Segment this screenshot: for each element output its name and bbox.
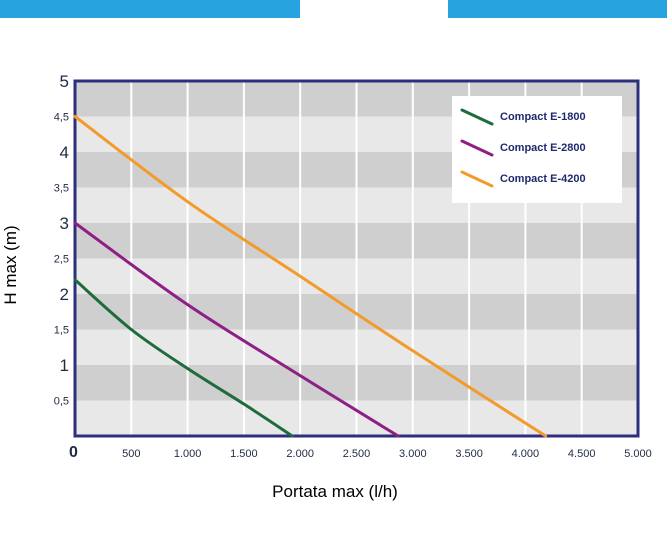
- legend-label: Compact E-1800: [500, 111, 586, 123]
- y-tick-label: 3,5: [54, 183, 69, 195]
- y-tick-label: 4: [60, 143, 69, 162]
- x-axis-title: Portata max (l/h): [272, 482, 398, 501]
- top-banner-tab: [300, 0, 448, 18]
- series-line-compact-e-4200: [73, 115, 548, 438]
- y-tick-label: 2: [60, 285, 69, 304]
- plot-frame: [73, 79, 640, 438]
- x-tick-label: 4.000: [512, 448, 540, 460]
- x-tick-label: 4.500: [568, 448, 596, 460]
- x-tick-label: 2.000: [286, 448, 314, 460]
- legend-swatch: [460, 108, 494, 126]
- x-tick-label: 1.500: [230, 448, 258, 460]
- x-tick-label: 2.500: [343, 448, 371, 460]
- x-tick-label: 3.000: [399, 448, 427, 460]
- legend-swatch: [460, 139, 494, 157]
- x-tick-label: 3.500: [455, 448, 483, 460]
- series-lines: [73, 115, 548, 438]
- legend: Compact E-1800 Compact E-2800 Compact E-42…: [452, 96, 622, 203]
- y-axis-title: H max (m): [1, 225, 20, 304]
- y-tick-labels: 0,5 1 1,5 2 2,5 3 3,5 4 4,5 5: [54, 72, 69, 408]
- top-banner: [0, 0, 667, 18]
- x-tick-label: 5.000: [624, 448, 652, 460]
- series-line-compact-e-1800: [73, 278, 294, 438]
- y-tick-label: 3: [60, 214, 69, 233]
- x-tick-label: 0: [69, 444, 78, 461]
- y-tick-label: 1: [60, 356, 69, 375]
- legend-label: Compact E-4200: [500, 173, 586, 185]
- legend-label: Compact E-2800: [500, 142, 586, 154]
- y-tick-label: 0,5: [54, 396, 69, 408]
- y-tick-label: 1,5: [54, 325, 69, 337]
- series-line-compact-e-2800: [73, 221, 400, 438]
- x-tick-label: 500: [122, 448, 140, 460]
- legend-swatch: [460, 170, 494, 188]
- x-tick-label: 1.000: [174, 448, 202, 460]
- x-tick-labels: 0 500 1.000 1.500 2.000 2.500 3.000 3.500 4.000 4…: [69, 444, 652, 461]
- y-tick-label: 5: [60, 72, 69, 91]
- y-tick-label: 4,5: [54, 112, 69, 124]
- y-tick-label: 2,5: [54, 254, 69, 266]
